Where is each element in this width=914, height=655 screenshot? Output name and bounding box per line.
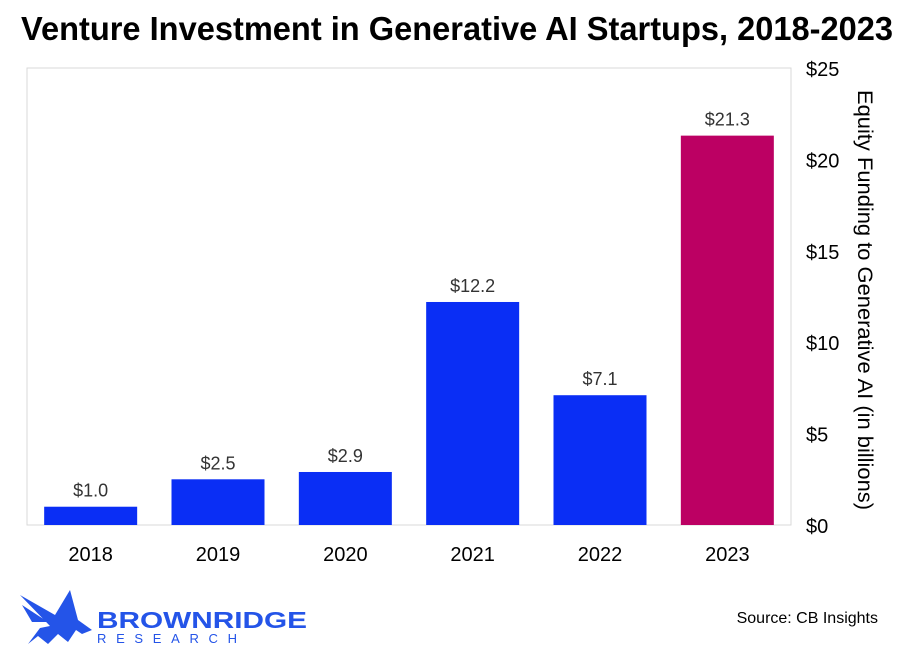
data-label-2022: $7.1 [582,369,617,389]
bar-2020 [298,471,392,525]
data-label-2020: $2.9 [328,446,363,466]
x-tick-label-2019: 2019 [196,544,241,566]
source-note: Source: CB Insights [737,610,878,627]
data-label-2018: $1.0 [73,481,108,501]
x-tick-label-2021: 2021 [450,544,495,566]
bar-2023 [680,135,774,526]
y-tick-label: $10 [806,333,839,355]
brownridge-logo: BROWNRIDGE RESEARCH [20,590,307,646]
y-tick-label: $0 [806,516,828,538]
data-label-2021: $12.2 [450,276,495,296]
data-label-2023: $21.3 [705,110,750,130]
x-tick-label-2020: 2020 [323,544,368,566]
logo-name: BROWNRIDGE [97,607,307,633]
eagle-icon [20,590,92,644]
plot-area [26,67,792,526]
bar-2018 [44,506,138,525]
y-tick-label: $20 [806,150,839,172]
data-label-2019: $2.5 [200,453,235,473]
bar-2021 [426,301,520,525]
y-tick-label: $5 [806,425,828,447]
x-tick-label-2022: 2022 [578,544,623,566]
x-tick-label-2023: 2023 [705,544,750,566]
x-tick-label-2018: 2018 [68,544,113,566]
bar-2022 [553,395,647,525]
logo-sub: RESEARCH [97,631,237,646]
y-tick-label: $15 [806,242,839,264]
chart-title: Venture Investment in Generative AI Star… [21,10,893,47]
bar-2019 [171,479,265,525]
y-axis-label: Equity Funding to Generative AI (in bill… [853,90,876,510]
y-tick-label: $25 [806,59,839,81]
